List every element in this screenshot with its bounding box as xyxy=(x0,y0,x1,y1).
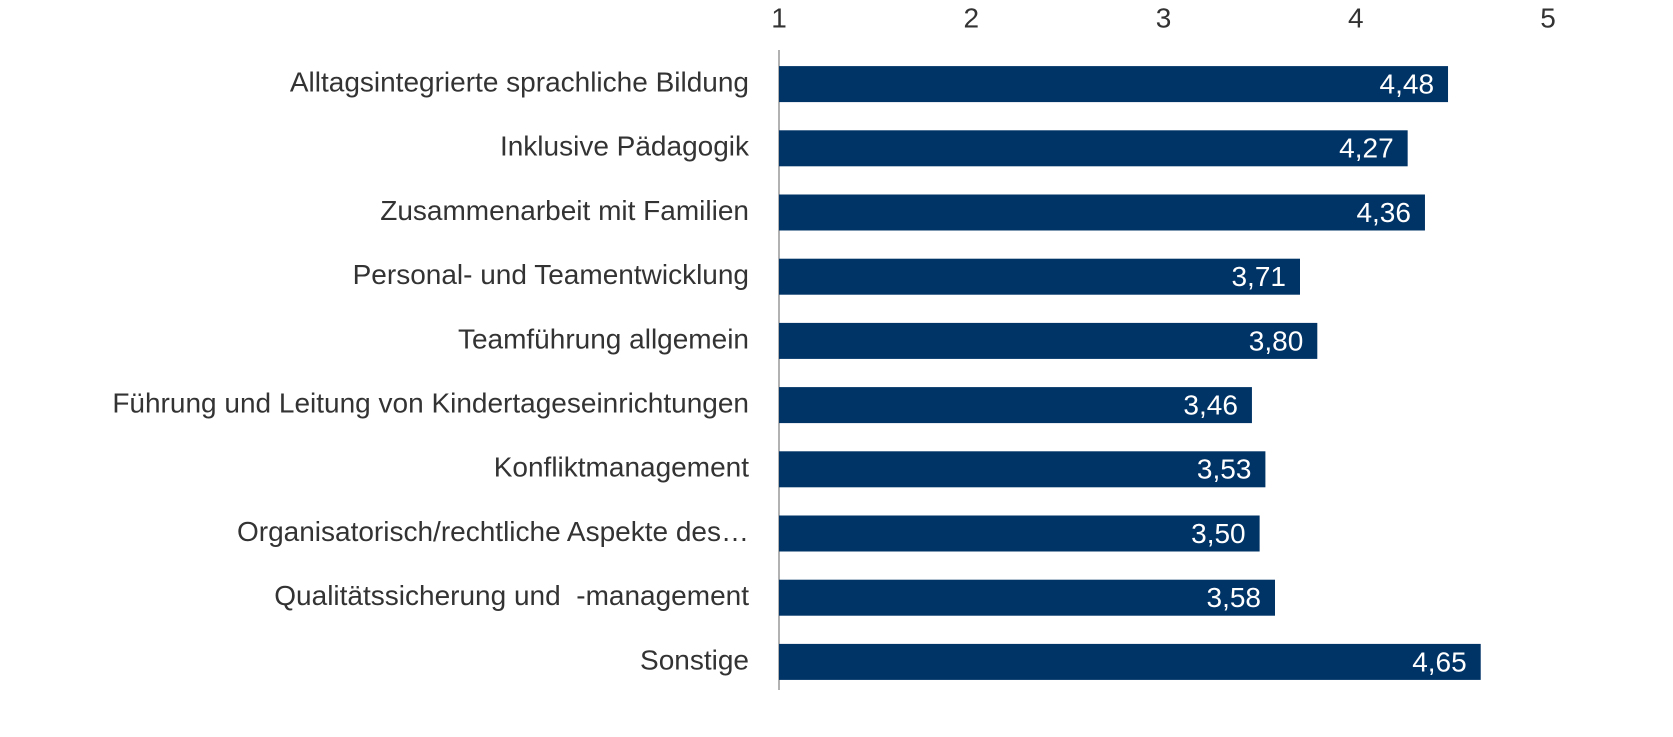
x-tick-label: 4 xyxy=(1348,2,1364,33)
value-label: 3,46 xyxy=(1183,389,1238,420)
y-tick-label: Teamführung allgemein xyxy=(458,323,749,354)
value-label: 4,27 xyxy=(1339,133,1394,164)
value-label: 3,50 xyxy=(1191,518,1246,549)
bar xyxy=(779,451,1266,488)
value-label: 3,58 xyxy=(1207,582,1262,613)
x-tick-label: 5 xyxy=(1540,2,1556,33)
bar xyxy=(779,322,1318,359)
bar xyxy=(779,194,1425,231)
value-label: 3,80 xyxy=(1249,325,1304,356)
value-label: 3,53 xyxy=(1197,454,1252,485)
value-label: 3,71 xyxy=(1231,261,1286,292)
bar xyxy=(779,66,1449,103)
bar xyxy=(779,579,1276,616)
y-tick-label: Inklusive Pädagogik xyxy=(500,131,750,162)
y-tick-label: Zusammenarbeit mit Familien xyxy=(380,195,749,226)
value-label: 4,65 xyxy=(1412,646,1467,677)
x-tick-label: 3 xyxy=(1156,2,1172,33)
x-tick-label: 2 xyxy=(963,2,979,33)
y-tick-label: Sonstige xyxy=(640,644,749,675)
y-tick-label: Alltagsintegrierte sprachliche Bildung xyxy=(290,66,749,97)
value-label: 4,48 xyxy=(1380,68,1435,99)
x-tick-label: 1 xyxy=(771,2,787,33)
bar xyxy=(779,387,1252,424)
y-tick-label: Führung und Leitung von Kindertageseinri… xyxy=(112,387,749,418)
bar xyxy=(779,258,1300,295)
bar xyxy=(779,643,1481,680)
y-tick-label: Qualitätssicherung und -management xyxy=(274,580,749,611)
value-label: 4,36 xyxy=(1356,197,1411,228)
bar xyxy=(779,515,1260,552)
y-tick-label: Personal- und Teamentwicklung xyxy=(353,259,749,290)
y-tick-label: Konfliktmanagement xyxy=(494,452,749,483)
bar xyxy=(779,130,1408,167)
y-tick-label: Organisatorisch/rechtliche Aspekte des… xyxy=(237,516,749,547)
